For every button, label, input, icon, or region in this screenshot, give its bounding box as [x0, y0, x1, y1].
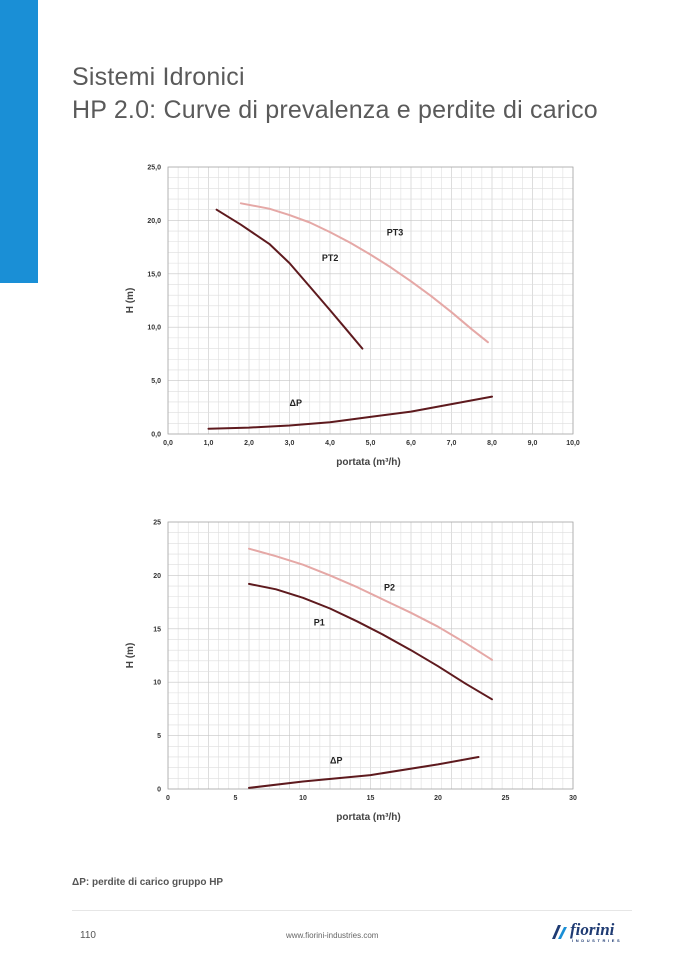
chart1-grid — [167, 166, 574, 435]
chart1-y-tick-label: 25,0 — [147, 165, 161, 172]
chart1-x-tick-label: 3,0 — [285, 440, 295, 447]
chart2-series-dp-line — [248, 756, 480, 789]
chart2-x-tick-label: 20 — [434, 795, 442, 802]
chart2-series-dp-label: ΔP — [330, 755, 342, 765]
chart1-plot-frame — [167, 166, 574, 435]
website-link[interactable]: www.fiorini-industries.com — [286, 931, 379, 940]
footnote: ΔP: perdite di carico gruppo HP — [72, 877, 224, 888]
chart1-y-tick-label: 20,0 — [147, 218, 161, 225]
chart2-x-tick-label: 0 — [166, 795, 170, 802]
brand-logo: fiorini INDUSTRIES — [550, 920, 634, 946]
chart2-y-tick-label: 10 — [153, 680, 161, 687]
chart1-y-axis-title: H (m) — [125, 288, 136, 314]
chart1-y-tick-label: 5,0 — [151, 378, 161, 385]
chart1-x-tick-label: 0,0 — [163, 440, 173, 447]
chart1-x-tick-label: 9,0 — [528, 440, 538, 447]
chart2-series-p2-label: P2 — [384, 582, 395, 592]
chart1-series-pt2-line — [215, 208, 364, 350]
side-accent-bar — [0, 0, 38, 283]
page-number: 110 — [80, 930, 96, 941]
chart2-y-tick-label: 25 — [153, 520, 161, 527]
chart1-series-dp-label: ΔP — [290, 398, 302, 408]
chart1-x-tick-label: 2,0 — [244, 440, 254, 447]
chart2-y-axis-title: H (m) — [125, 643, 136, 669]
chart2-x-tick-label: 15 — [367, 795, 375, 802]
chart1-y-tick-label: 0,0 — [151, 432, 161, 439]
chart1-x-tick-label: 4,0 — [325, 440, 335, 447]
chart2-series-p1-label: P1 — [314, 618, 325, 628]
chart1-y-tick-label: 15,0 — [147, 271, 161, 278]
chart2-grid — [167, 521, 574, 790]
chart2-plot-frame — [167, 521, 574, 790]
logo-mark-icon — [552, 925, 567, 939]
chart1-series-pt3-line — [239, 202, 489, 344]
footer-divider — [72, 910, 632, 911]
chart2-y-tick-label: 0 — [157, 787, 161, 794]
chart1-x-tick-label: 5,0 — [366, 440, 376, 447]
page-subtitle: HP 2.0: Curve di prevalenza e perdite di… — [72, 96, 598, 124]
chart1-x-axis-title: portata (m³/h) — [336, 457, 400, 468]
chart2-y-tick-label: 15 — [153, 626, 161, 633]
chart1-x-tick-label: 7,0 — [447, 440, 457, 447]
chart1-y-tick-label: 10,0 — [147, 325, 161, 332]
page-title: Sistemi Idronici — [72, 63, 245, 91]
chart2-x-tick-label: 30 — [569, 795, 577, 802]
logo-wordmark: fiorini — [570, 920, 615, 939]
chart2-y-tick-label: 20 — [153, 573, 161, 580]
chart2-x-axis-title: portata (m³/h) — [336, 812, 400, 823]
chart2-x-tick-label: 5 — [234, 795, 238, 802]
chart1-x-tick-label: 1,0 — [204, 440, 214, 447]
chart1-series-pt3-label: PT3 — [387, 227, 404, 237]
chart1-x-tick-label: 6,0 — [406, 440, 416, 447]
chart2-y-tick-label: 5 — [157, 733, 161, 740]
logo-subtext: INDUSTRIES — [572, 938, 623, 943]
chart2-series-p1-line — [248, 582, 493, 701]
chart2-series-p2-line — [248, 547, 493, 661]
chart-pt-curves: 0,0 1,0 2,0 3,0 4,0 5,0 6,0 7,0 8,0 9,0 10,0 0,0 5,0… — [125, 165, 580, 469]
chart-p-curves: 0 5 10 15 20 25 30 0 5 10 15 20 25 portata (m³/h) H (m… — [125, 520, 577, 824]
chart1-x-tick-label: 10,0 — [566, 440, 580, 447]
chart2-x-tick-label: 10 — [299, 795, 307, 802]
chart1-series-pt2-label: PT2 — [322, 253, 339, 263]
chart1-x-tick-label: 8,0 — [487, 440, 497, 447]
chart2-x-tick-label: 25 — [502, 795, 510, 802]
chart1-series-dp-line — [207, 395, 493, 430]
